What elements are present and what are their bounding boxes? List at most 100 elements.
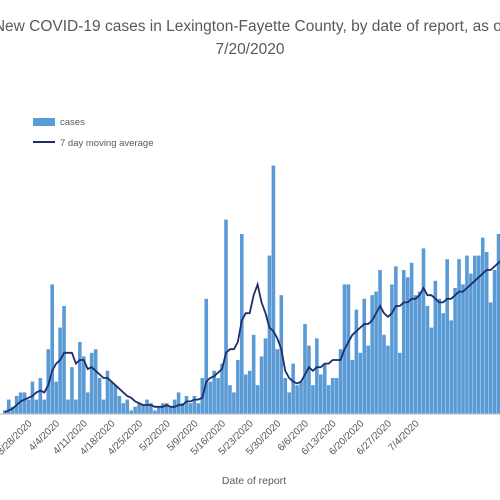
cases-bar: [291, 363, 295, 414]
cases-bar: [417, 291, 422, 414]
cases-bar: [394, 266, 398, 414]
cases-bar: [113, 385, 118, 414]
cases-bar: [157, 406, 161, 414]
cases-bar: [405, 277, 410, 414]
cases-bar: [10, 406, 15, 414]
cases-bar: [322, 363, 327, 414]
cases-bar: [66, 399, 70, 414]
cases-bar: [78, 342, 82, 414]
x-tick-label: 7/4/2020: [386, 418, 422, 454]
cases-bar: [46, 349, 51, 414]
cases-bar: [326, 385, 331, 414]
cases-bar: [449, 320, 453, 414]
x-axis-title: Date of report: [222, 475, 286, 487]
cases-bar: [34, 399, 39, 414]
cases-bar: [346, 284, 351, 414]
cases-bar: [38, 378, 43, 414]
cases-bar: [184, 396, 189, 414]
cases-bar: [236, 360, 240, 414]
cases-bar: [109, 381, 114, 414]
cases-bar: [338, 349, 343, 414]
cases-bar: [283, 378, 288, 414]
cases-bar: [484, 252, 489, 414]
cases-bar: [18, 392, 23, 414]
cases-bar: [164, 403, 169, 414]
cases-bar: [413, 295, 418, 414]
cases-bar: [433, 280, 438, 414]
cases-bar: [26, 399, 31, 414]
cases-bar: [54, 381, 58, 414]
cases-bar: [425, 306, 430, 414]
cases-bar: [374, 291, 378, 414]
cases-bar: [330, 378, 335, 414]
cases-bar: [259, 356, 264, 414]
cases-bar: [441, 313, 446, 414]
cases-bar: [421, 248, 426, 414]
cases-bar: [263, 338, 268, 414]
cases-bar: [97, 378, 102, 414]
cases-bar: [362, 298, 367, 414]
x-tick-labels: 3/28/20204/4/20204/11/20204/18/20204/25/…: [0, 418, 422, 458]
cases-bar: [216, 378, 220, 414]
cases-bar: [350, 360, 355, 414]
cases-bar: [232, 392, 236, 414]
cases-bar: [429, 327, 434, 414]
cases-bar: [149, 403, 153, 414]
cases-bar: [473, 255, 477, 414]
cases-bar: [315, 338, 319, 414]
cases-bar: [477, 255, 481, 414]
cases-bar: [366, 345, 370, 414]
cases-bar: [105, 370, 110, 414]
cases-bar: [279, 295, 284, 414]
cases-bar: [271, 165, 276, 414]
cases-bar: [125, 399, 130, 414]
cases-bar: [62, 306, 66, 414]
cases-bar: [208, 381, 212, 414]
cases-bar: [6, 399, 11, 414]
legend: cases 7 day moving average: [33, 117, 153, 149]
cases-bar: [251, 334, 256, 414]
x-tick-label: 3/28/2020: [0, 418, 35, 458]
cases-bar: [161, 403, 165, 414]
cases-bar: [492, 270, 497, 414]
cases-bar: [311, 385, 315, 414]
cases-bars: [3, 165, 500, 414]
cases-bar: [117, 396, 122, 414]
cases-bar: [196, 403, 201, 414]
cases-bar: [378, 270, 382, 414]
cases-bar: [243, 374, 248, 414]
cases-bar: [382, 334, 386, 414]
cases-bar: [70, 367, 74, 414]
cases-bar: [101, 399, 106, 414]
cases-bar: [255, 385, 260, 414]
legend-label-moving-average: 7 day moving average: [60, 138, 153, 149]
cases-bar: [133, 406, 137, 414]
chart-title-line-1: New COVID-19 cases in Lexington-Fayette …: [0, 18, 500, 35]
cases-bar: [180, 403, 185, 414]
cases-bar: [445, 259, 449, 414]
cases-bar: [370, 295, 374, 414]
cases-bar: [204, 298, 209, 414]
cases-bar: [212, 370, 216, 414]
cases-bar: [145, 399, 149, 414]
cases-bar: [299, 381, 303, 414]
cases-bar: [141, 405, 145, 414]
cases-bar: [461, 284, 465, 414]
cases-bar: [453, 288, 457, 414]
cases-bar: [287, 392, 291, 414]
cases-bar: [129, 410, 133, 414]
chart-title-line-2: 7/20/2020: [216, 41, 285, 58]
cases-bar: [334, 378, 339, 414]
cases-bar: [295, 385, 299, 414]
cases-bar: [30, 381, 35, 414]
cases-bar: [82, 356, 86, 414]
cases-bar: [121, 403, 126, 414]
cases-bar: [176, 392, 181, 414]
cases-bar: [224, 219, 228, 414]
legend-swatch-cases: [33, 118, 55, 126]
cases-bar: [89, 352, 94, 414]
cases-bar: [398, 352, 402, 414]
cases-bar: [42, 399, 47, 414]
cases-bar: [469, 273, 473, 414]
